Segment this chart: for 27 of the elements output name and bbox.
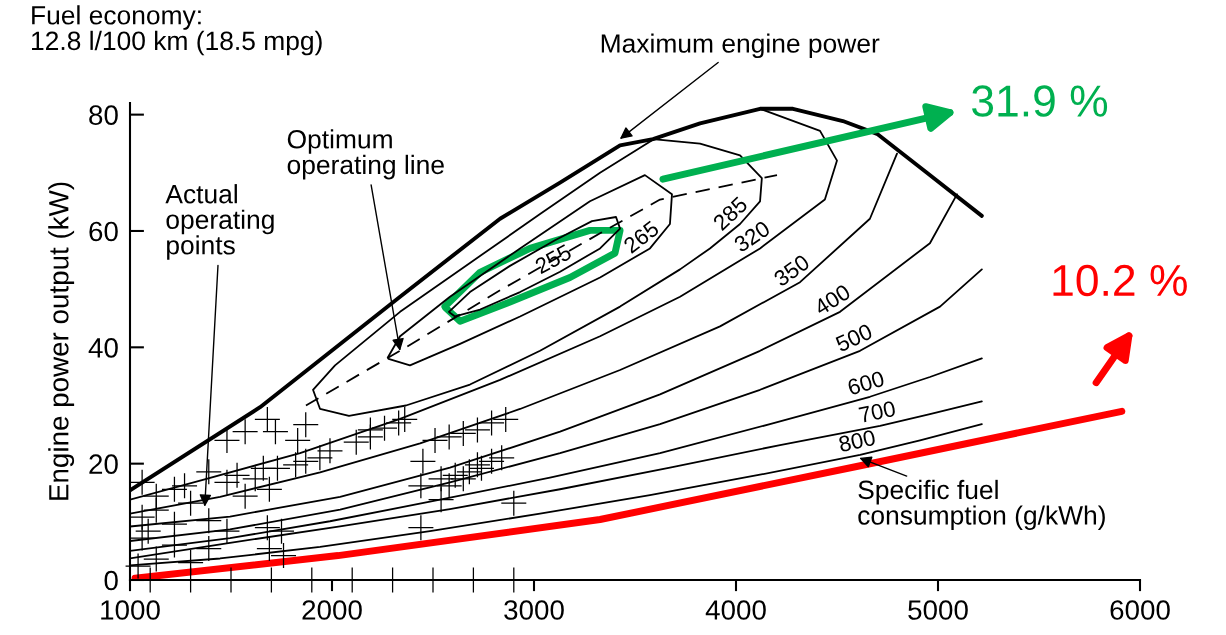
text: 265 [622,220,660,254]
x-tick-label: 1000 [101,600,160,620]
annotation: 10.2 % [1053,264,1187,297]
text: 350 [772,253,811,288]
annotation: Maximum engine power [601,33,880,59]
text: 700 [858,400,897,423]
x-tick-label: 4000 [705,600,766,620]
text: Fuel economy: 12.8 l/100 km (18.5 mpg) [32,5,322,56]
y-tick-label: 80 [89,105,118,125]
annotation: Specific fuel consumption (g/kWh) [858,479,1105,530]
y-tick-label: 20 [89,454,118,474]
text: 400 [812,283,852,316]
text: 600 [846,370,886,396]
y-tick-label: 0 [104,570,118,591]
x-tick-label: 6000 [1110,600,1170,620]
x-tick-label: 2000 [302,600,362,620]
x-tick-label: 5000 [908,600,968,620]
text: 800 [838,429,876,453]
y-tick-label: 60 [89,221,118,242]
text: 255 [534,243,573,275]
text: 500 [834,323,874,353]
y-tick-label: 40 [88,337,118,358]
x-tick-label: 3000 [504,600,564,620]
annotation: Optimum operating line [287,129,444,180]
y-axis-title: Engine power output (kW) [48,182,75,500]
annotation: 31.9 % [972,85,1108,117]
annotation: Actual operating points [165,184,274,260]
